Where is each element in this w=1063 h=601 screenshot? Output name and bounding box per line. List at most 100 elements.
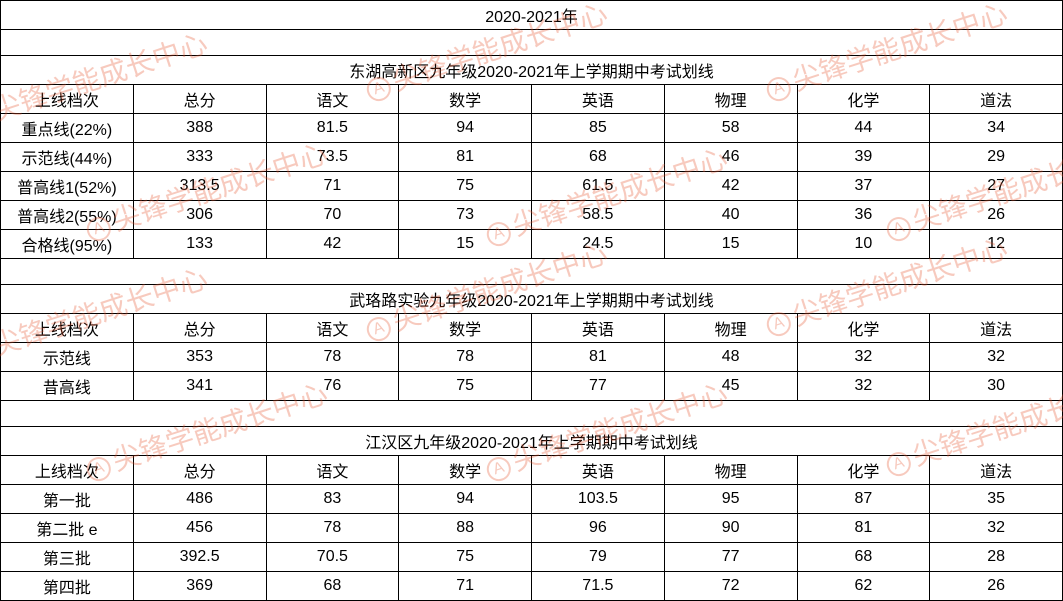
column-header: 语文 [266,85,399,114]
data-cell: 70 [266,201,399,230]
data-cell: 73 [399,201,532,230]
table-row: 普高线2(55%)306707358.5403626 [1,201,1063,230]
column-header: 总分 [133,85,266,114]
column-header: 总分 [133,456,266,485]
data-cell: 15 [399,230,532,259]
row-label: 第三批 [1,543,134,572]
spacer-cell [1,401,1063,427]
data-cell: 35 [930,485,1063,514]
column-header: 化学 [797,85,930,114]
data-cell: 37 [797,172,930,201]
data-cell: 36 [797,201,930,230]
column-header: 英语 [532,314,665,343]
table-row: 昔高线341767577453230 [1,372,1063,401]
data-cell: 68 [797,543,930,572]
column-header: 数学 [399,85,532,114]
data-cell: 95 [664,485,797,514]
data-cell: 62 [797,572,930,601]
data-cell: 75 [399,172,532,201]
data-cell: 333 [133,143,266,172]
column-header: 上线档次 [1,85,134,114]
data-cell: 44 [797,114,930,143]
data-cell: 26 [930,572,1063,601]
data-cell: 72 [664,572,797,601]
row-label: 普高线1(52%) [1,172,134,201]
data-cell: 78 [266,514,399,543]
column-header: 化学 [797,314,930,343]
row-label: 第四批 [1,572,134,601]
section-header-row: 上线档次总分语文数学英语物理化学道法 [1,85,1063,114]
row-label: 示范线(44%) [1,143,134,172]
data-cell: 81 [797,514,930,543]
row-label: 合格线(95%) [1,230,134,259]
section-title-row: 东湖高新区九年级2020-2021年上学期期中考试划线 [1,56,1063,85]
table-row: 第二批 e456788896908132 [1,514,1063,543]
table-row: 重点线(22%)38881.59485584434 [1,114,1063,143]
data-cell: 90 [664,514,797,543]
section-header-row: 上线档次总分语文数学英语物理化学道法 [1,456,1063,485]
data-cell: 133 [133,230,266,259]
data-cell: 313.5 [133,172,266,201]
column-header: 化学 [797,456,930,485]
data-cell: 24.5 [532,230,665,259]
data-cell: 29 [930,143,1063,172]
section-header-row: 上线档次总分语文数学英语物理化学道法 [1,314,1063,343]
data-cell: 85 [532,114,665,143]
data-cell: 46 [664,143,797,172]
section-title: 东湖高新区九年级2020-2021年上学期期中考试划线 [1,56,1063,85]
table-row: 示范线(44%)33373.58168463929 [1,143,1063,172]
section-title: 江汉区九年级2020-2021年上学期期中考试划线 [1,427,1063,456]
data-cell: 58.5 [532,201,665,230]
data-cell: 71.5 [532,572,665,601]
data-cell: 12 [930,230,1063,259]
data-cell: 28 [930,543,1063,572]
column-header: 道法 [930,456,1063,485]
table-row: 合格线(95%)133421524.5151012 [1,230,1063,259]
data-cell: 388 [133,114,266,143]
column-header: 总分 [133,314,266,343]
data-cell: 81.5 [266,114,399,143]
data-cell: 96 [532,514,665,543]
column-header: 英语 [532,456,665,485]
row-label: 第二批 e [1,514,134,543]
table-row: 第一批4868394103.5958735 [1,485,1063,514]
data-cell: 58 [664,114,797,143]
section-title-row: 武珞路实验九年级2020-2021年上学期期中考试划线 [1,285,1063,314]
column-header: 道法 [930,314,1063,343]
data-cell: 94 [399,114,532,143]
column-header: 上线档次 [1,314,134,343]
column-header: 物理 [664,456,797,485]
column-header: 语文 [266,456,399,485]
table-row: 示范线353787881483232 [1,343,1063,372]
data-cell: 78 [266,343,399,372]
data-cell: 42 [664,172,797,201]
column-header: 物理 [664,85,797,114]
data-cell: 27 [930,172,1063,201]
section-title-row: 江汉区九年级2020-2021年上学期期中考试划线 [1,427,1063,456]
data-cell: 78 [399,343,532,372]
data-cell: 353 [133,343,266,372]
data-cell: 45 [664,372,797,401]
column-header: 语文 [266,314,399,343]
data-cell: 341 [133,372,266,401]
spacer-cell [1,259,1063,285]
data-cell: 392.5 [133,543,266,572]
data-cell: 61.5 [532,172,665,201]
data-cell: 34 [930,114,1063,143]
data-cell: 39 [797,143,930,172]
data-cell: 369 [133,572,266,601]
section-title: 武珞路实验九年级2020-2021年上学期期中考试划线 [1,285,1063,314]
spacer-row [1,30,1063,56]
row-label: 第一批 [1,485,134,514]
data-cell: 48 [664,343,797,372]
data-cell: 68 [532,143,665,172]
data-cell: 26 [930,201,1063,230]
data-cell: 68 [266,572,399,601]
column-header: 英语 [532,85,665,114]
data-cell: 88 [399,514,532,543]
data-cell: 486 [133,485,266,514]
row-label: 普高线2(55%) [1,201,134,230]
data-cell: 73.5 [266,143,399,172]
data-cell: 81 [532,343,665,372]
data-cell: 32 [930,343,1063,372]
